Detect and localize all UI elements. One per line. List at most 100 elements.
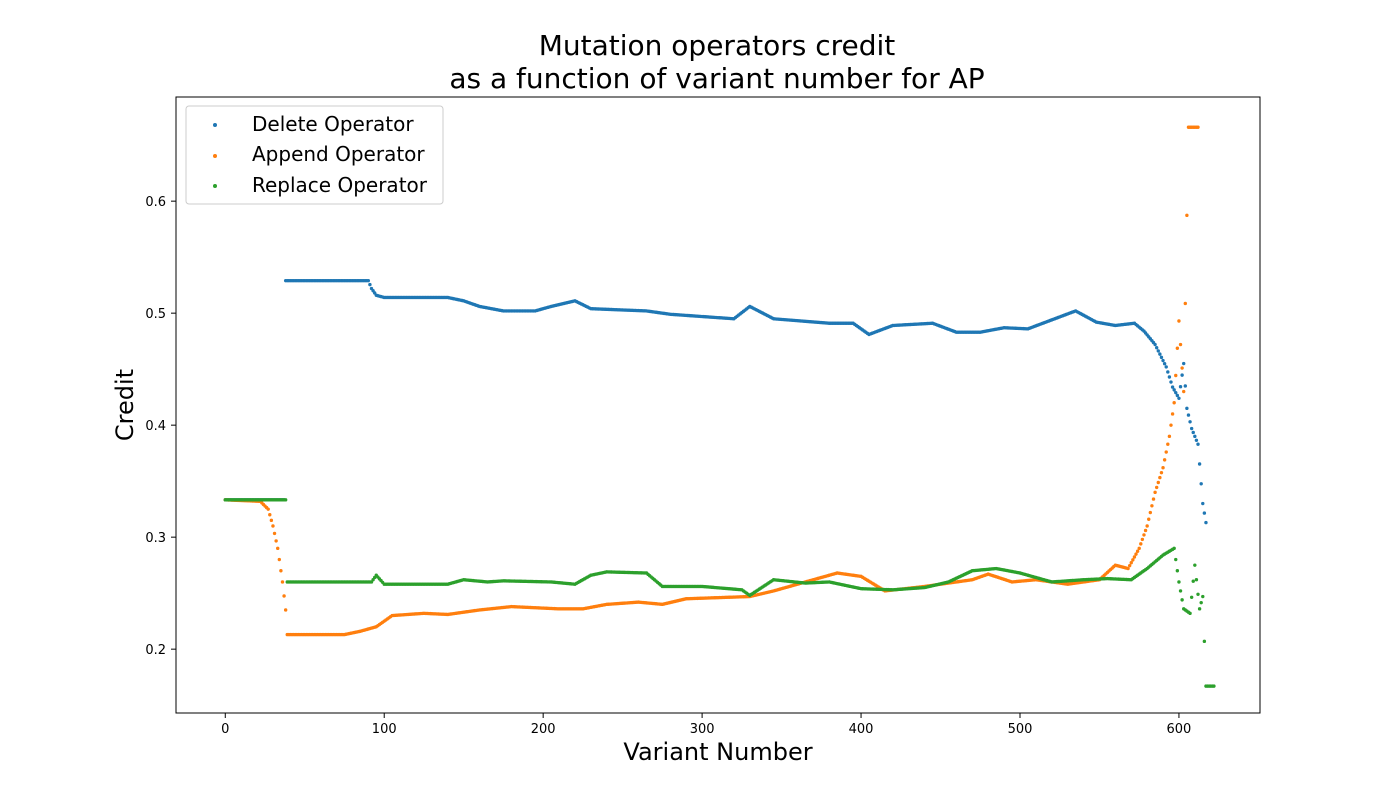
data-point (1197, 462, 1202, 466)
data-point (1177, 319, 1181, 323)
data-point (1164, 365, 1168, 369)
y-tick-label: 0.4 (145, 419, 166, 434)
data-point (1170, 385, 1175, 389)
data-point (1172, 546, 1176, 551)
data-point (1167, 434, 1172, 439)
data-point (1126, 566, 1130, 571)
x-axis-ticks: 0 100 200 300 400 500 600 (221, 713, 1191, 737)
data-point (280, 580, 285, 584)
data-point (1174, 557, 1178, 562)
data-point (1156, 480, 1160, 485)
data-point (1164, 450, 1168, 454)
data-point (1201, 594, 1205, 599)
data-point (1161, 358, 1165, 363)
data-point (1159, 355, 1164, 360)
data-point (1175, 393, 1180, 398)
x-tick-label: 200 (531, 722, 556, 737)
data-point (1142, 533, 1146, 537)
data-point (1158, 352, 1162, 356)
x-axis-label: Variant Number (623, 738, 812, 766)
x-tick-label: 600 (1167, 722, 1192, 737)
data-point (1177, 396, 1181, 400)
data-point (1180, 598, 1184, 602)
data-point (1191, 579, 1195, 583)
data-point (1201, 501, 1205, 506)
y-tick-label: 0.6 (145, 195, 166, 210)
legend: Delete Operator Append Operator Replace … (185, 105, 444, 205)
chart-title-line2: as a function of variant number for AP (449, 62, 984, 95)
data-point (1145, 524, 1149, 528)
legend-marker-delete (213, 123, 217, 127)
data-point (1172, 401, 1176, 405)
data-point (1199, 482, 1203, 486)
data-point (1189, 595, 1194, 599)
data-point (282, 594, 286, 598)
data-point (368, 282, 372, 287)
data-point (1162, 362, 1167, 366)
data-point (1140, 537, 1145, 542)
data-point (1127, 563, 1132, 568)
data-point (1169, 380, 1173, 384)
data-point (1129, 561, 1133, 565)
data-point (1137, 546, 1141, 551)
data-point (271, 524, 275, 528)
data-point (1202, 511, 1207, 515)
plot-area-frame (175, 96, 1261, 714)
data-point (1172, 388, 1176, 392)
data-point (1194, 578, 1199, 582)
data-point (1196, 592, 1200, 596)
data-point (1156, 349, 1160, 353)
data-point (1188, 420, 1192, 424)
data-point (1154, 485, 1159, 490)
data-point (1186, 413, 1191, 417)
data-point (1134, 552, 1138, 556)
legend-label-append: Append Operator (252, 142, 425, 166)
y-tick-label: 0.3 (145, 531, 166, 546)
chart-title-line1: Mutation operators credit (539, 29, 896, 62)
data-point (1175, 346, 1180, 350)
data-point (1188, 611, 1192, 616)
data-point (1193, 434, 1197, 439)
data-point (1162, 458, 1167, 462)
data-point (1166, 370, 1170, 374)
legend-box (185, 105, 444, 205)
data-point (1185, 406, 1189, 411)
data-point (1139, 542, 1143, 546)
data-point (1135, 549, 1140, 553)
y-tick-label: 0.5 (145, 307, 166, 322)
data-point (1182, 361, 1186, 366)
data-point (1151, 497, 1156, 501)
data-point (1131, 558, 1135, 562)
data-points (223, 125, 1216, 688)
data-point (283, 608, 288, 612)
x-tick-label: 400 (849, 722, 874, 737)
data-point (1150, 504, 1154, 508)
data-point (279, 569, 283, 573)
data-point (1196, 442, 1200, 446)
data-point (1193, 563, 1197, 567)
data-point (1167, 375, 1172, 379)
data-point (1147, 517, 1151, 521)
data-point (1153, 342, 1157, 347)
data-point (1153, 490, 1157, 495)
data-point (272, 531, 277, 536)
data-point (1197, 607, 1202, 611)
data-point (1182, 389, 1186, 394)
data-point (1212, 684, 1216, 688)
data-point (1159, 470, 1164, 475)
data-point (268, 513, 272, 517)
y-axis-label: Credit (111, 369, 139, 441)
legend-marker-replace (213, 184, 217, 188)
data-point (1178, 589, 1183, 593)
data-point (1158, 475, 1162, 480)
x-tick-label: 100 (372, 722, 397, 737)
data-point (1199, 600, 1203, 605)
data-point (1161, 466, 1165, 470)
data-point (1132, 555, 1137, 559)
data-point (1174, 373, 1178, 378)
data-point (1183, 301, 1188, 306)
data-point (1177, 580, 1181, 584)
data-point (1183, 384, 1188, 388)
data-point (1189, 426, 1194, 431)
data-point (1178, 385, 1183, 389)
